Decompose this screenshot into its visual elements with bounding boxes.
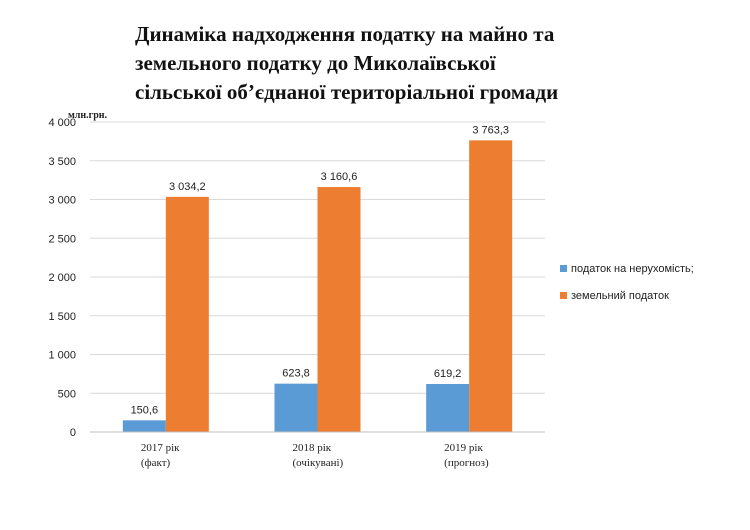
chart-title-line-1: Динаміка надходження податку на майно та: [135, 22, 555, 46]
x-axis-categories: 2017 рік (факт) 2018 рік (очікувані) 2019 рі…: [141, 442, 489, 469]
x-category-label: 2019 рік: [444, 442, 483, 454]
legend: податок на нерухомість; земельний податок: [560, 263, 694, 302]
y-axis-ticks: 0 500 1 000 1 500 2 000 2 500 3 000 3 500 4 000: [48, 117, 76, 439]
data-label: 150,6: [131, 404, 159, 416]
y-axis-label: млн.грн.: [68, 110, 108, 121]
y-tick-label: 3 500: [48, 156, 76, 168]
y-tick-label: 2 000: [48, 272, 76, 284]
y-tick-label: 0: [70, 427, 76, 439]
legend-swatch: [560, 292, 567, 299]
bar: [469, 140, 513, 433]
legend-swatch: [560, 265, 567, 272]
y-tick-label: 3 000: [48, 195, 76, 207]
legend-label: податок на нерухомість;: [571, 263, 694, 275]
chart-title-line-3: сільської об’єднаної територіальної гром…: [135, 80, 559, 104]
bar: [165, 196, 209, 432]
chart-title: Динаміка надходження податку на майно та…: [135, 20, 735, 107]
chart-title-line-2: земельного податку до Миколаївської: [135, 51, 496, 75]
y-tick-label: 1 000: [48, 350, 76, 362]
x-category-label: 2018 рік: [293, 442, 332, 454]
y-tick-label: 4 000: [48, 117, 76, 129]
data-label: 619,2: [434, 368, 462, 380]
bar: [317, 187, 361, 432]
bar: [426, 384, 470, 432]
y-tick-label: 500: [58, 388, 76, 400]
legend-label: земельний податок: [571, 290, 669, 302]
data-label: 3 160,6: [321, 171, 358, 183]
bar: [122, 420, 166, 432]
y-tick-label: 1 500: [48, 311, 76, 323]
data-label: 623,8: [282, 368, 310, 380]
x-category-sublabel: (очікувані): [293, 457, 344, 469]
bars: 150,6 3 034,2 623,8 3 160,6 619,2 3 763,3: [122, 124, 513, 433]
data-label: 3 034,2: [169, 181, 206, 193]
bar: [274, 383, 318, 432]
data-label: 3 763,3: [472, 124, 509, 136]
x-category-sublabel: (факт): [141, 457, 171, 469]
y-tick-label: 2 500: [48, 233, 76, 245]
x-category-label: 2017 рік: [141, 442, 180, 454]
x-category-sublabel: (прогноз): [444, 457, 489, 469]
